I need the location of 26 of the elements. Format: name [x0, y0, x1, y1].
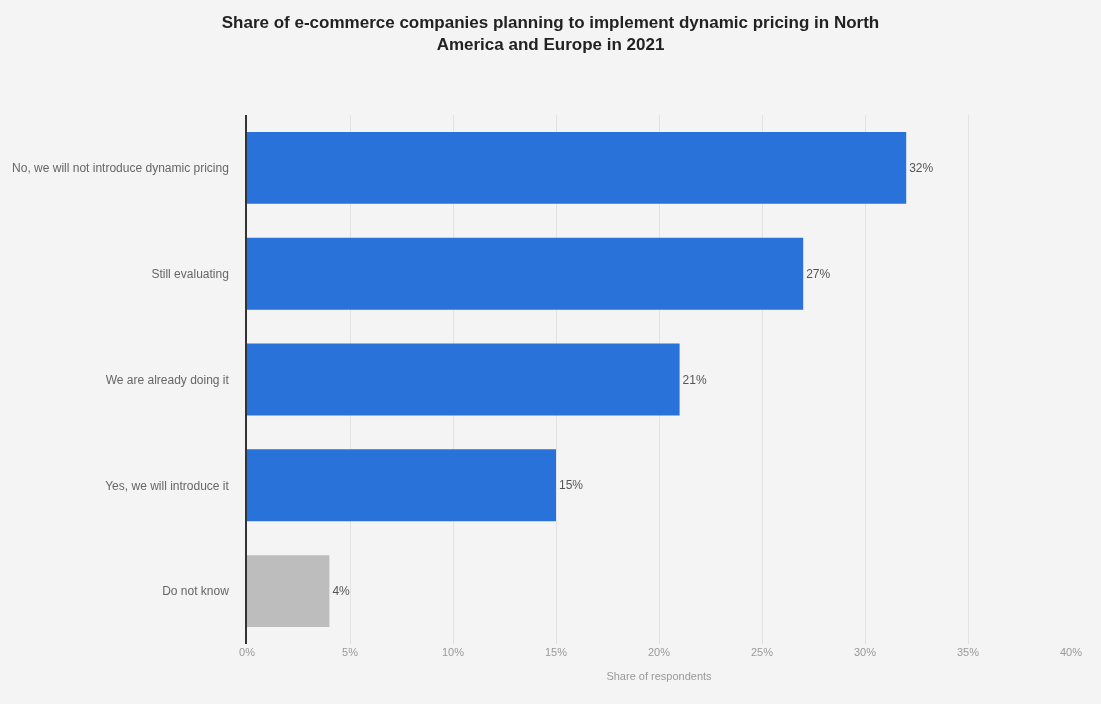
y-tick-label: No, we will not introduce dynamic pricing — [12, 161, 229, 176]
x-tick-label: 40% — [1059, 646, 1083, 658]
x-tick-label: 10% — [441, 646, 465, 658]
bar — [247, 131, 907, 204]
bar — [247, 237, 804, 310]
x-tick-label: 25% — [750, 646, 774, 658]
x-tick-label: 20% — [647, 646, 671, 658]
x-tick-label: 30% — [853, 646, 877, 658]
data-label: 27% — [806, 266, 831, 281]
y-tick-label: Do not know — [162, 584, 230, 599]
x-tick-label: 0% — [239, 646, 256, 658]
chart-title: Share of e-commerce companies planning to implement dynamic pricing in North America and Europe in 2021 — [221, 13, 880, 55]
y-tick-label: We are already doing it — [105, 372, 230, 387]
x-tick-label: 5% — [342, 646, 359, 658]
bar — [247, 343, 680, 416]
data-label: 32% — [909, 160, 934, 175]
x-tick-label: 35% — [956, 646, 980, 658]
y-tick-label: Yes, we will introduce it — [105, 478, 230, 493]
data-label: 21% — [682, 372, 707, 387]
data-label: 15% — [559, 478, 584, 493]
y-tick-label: Still evaluating — [151, 266, 229, 281]
data-label: 4% — [332, 584, 351, 599]
x-tick-label: 15% — [544, 646, 568, 658]
bar — [247, 449, 556, 522]
bar — [247, 555, 330, 628]
x-axis-title: Share of respondents — [606, 670, 713, 683]
